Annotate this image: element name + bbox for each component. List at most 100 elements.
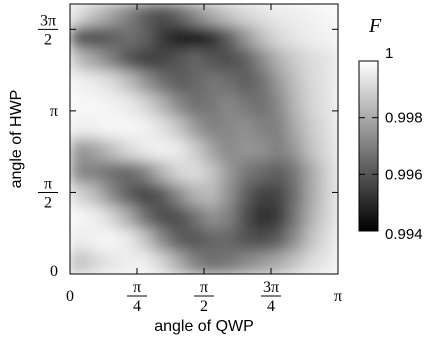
- heatmap-cell: [304, 161, 322, 185]
- heatmap-cell: [320, 4, 338, 27]
- tick-label-numerator: π: [44, 175, 52, 192]
- heatmap-cell: [287, 251, 305, 274]
- heatmap-cell: [253, 48, 272, 72]
- heatmap-cell: [237, 93, 255, 117]
- colorbar-tick-label: 0.994: [385, 226, 423, 243]
- heatmap-cells: [70, 4, 338, 274]
- heatmap-cell: [103, 251, 121, 274]
- heatmap-cell: [136, 228, 155, 252]
- heatmap-cell: [270, 183, 289, 207]
- heatmap-cell: [253, 71, 272, 95]
- heatmap-cell: [103, 138, 121, 162]
- heatmap-cell: [186, 251, 205, 274]
- heatmap-cell: [320, 251, 338, 274]
- heatmap-cell: [186, 228, 205, 252]
- heatmap-cell: [203, 206, 222, 230]
- heatmap-cell: [86, 71, 104, 95]
- heatmap-cell: [253, 251, 272, 274]
- heatmap-cell: [119, 161, 138, 185]
- heatmap-cell: [86, 161, 104, 185]
- heatmap-cell: [153, 93, 171, 117]
- heatmap-cell: [70, 26, 88, 50]
- heatmap-cell: [136, 183, 155, 207]
- heatmap-cell: [153, 48, 171, 72]
- heatmap-cell: [103, 48, 121, 72]
- heatmap-cell: [320, 138, 338, 162]
- heatmap-cell: [186, 4, 205, 27]
- heatmap-cell: [270, 228, 289, 252]
- heatmap-cell: [186, 48, 205, 72]
- heatmap-cell: [153, 228, 171, 252]
- heatmap-cell: [103, 71, 121, 95]
- heatmap-cell: [237, 183, 255, 207]
- heatmap-cell: [186, 71, 205, 95]
- heatmap-cell: [86, 228, 104, 252]
- heatmap-cell: [136, 71, 155, 95]
- heatmap-cell: [287, 161, 305, 185]
- heatmap-cell: [70, 4, 88, 27]
- tick-label: π: [50, 103, 58, 120]
- heatmap-cell: [203, 4, 222, 27]
- heatmap-cell: [270, 138, 289, 162]
- heatmap-cell: [203, 93, 222, 117]
- heatmap-cell: [170, 228, 188, 252]
- heatmap-cell: [304, 71, 322, 95]
- heatmap-cell: [136, 26, 155, 50]
- heatmap-cell: [203, 116, 222, 140]
- heatmap-cell: [70, 71, 88, 95]
- heatmap-cell: [119, 48, 138, 72]
- heatmap-cell: [320, 228, 338, 252]
- heatmap-cell: [70, 93, 88, 117]
- heatmap-cell: [320, 48, 338, 72]
- colorbar: [358, 60, 379, 232]
- heatmap-cell: [186, 161, 205, 185]
- heatmap-cell: [119, 138, 138, 162]
- heatmap-cell: [170, 138, 188, 162]
- heatmap-cell: [153, 138, 171, 162]
- heatmap-cell: [103, 183, 121, 207]
- tick-label-numerator: 3π: [263, 279, 279, 296]
- heatmap-cell: [287, 138, 305, 162]
- tick-label-numerator: π: [133, 279, 141, 296]
- tick-label-denominator: 2: [44, 194, 52, 211]
- heatmap-cell: [119, 183, 138, 207]
- heatmap-cell: [220, 4, 238, 27]
- heatmap-cell: [86, 4, 104, 27]
- heatmap-cell: [70, 228, 88, 252]
- heatmap-cell: [119, 93, 138, 117]
- heatmap-cell: [119, 4, 138, 27]
- heatmap-cell: [70, 48, 88, 72]
- heatmap-cell: [153, 26, 171, 50]
- tick-label-denominator: 2: [44, 31, 52, 48]
- heatmap-cell: [237, 4, 255, 27]
- heatmap-cell: [170, 4, 188, 27]
- heatmap-cell: [136, 206, 155, 230]
- heatmap-cell: [220, 161, 238, 185]
- heatmap-cell: [103, 228, 121, 252]
- colorbar-tick-label: 1: [385, 45, 393, 62]
- heatmap-cell: [237, 138, 255, 162]
- heatmap-cell: [220, 251, 238, 274]
- heatmap-cell: [270, 48, 289, 72]
- heatmap-cell: [253, 4, 272, 27]
- heatmap-cell: [320, 71, 338, 95]
- tick-label-numerator: π: [200, 279, 208, 296]
- heatmap-cell: [186, 183, 205, 207]
- heatmap-cell: [220, 138, 238, 162]
- heatmap-cell: [220, 71, 238, 95]
- heatmap-cell: [86, 206, 104, 230]
- heatmap-cell: [70, 138, 88, 162]
- heatmap-cell: [70, 183, 88, 207]
- heatmap-cell: [304, 48, 322, 72]
- heatmap-cell: [170, 71, 188, 95]
- heatmap-cell: [153, 4, 171, 27]
- heatmap-cell: [186, 26, 205, 50]
- heatmap-cell: [270, 116, 289, 140]
- heatmap-cell: [170, 251, 188, 274]
- heatmap-cell: [186, 116, 205, 140]
- heatmap-cell: [270, 71, 289, 95]
- heatmap-cell: [203, 71, 222, 95]
- heatmap-cell: [203, 251, 222, 274]
- heatmap-cell: [103, 206, 121, 230]
- heatmap-cell: [220, 183, 238, 207]
